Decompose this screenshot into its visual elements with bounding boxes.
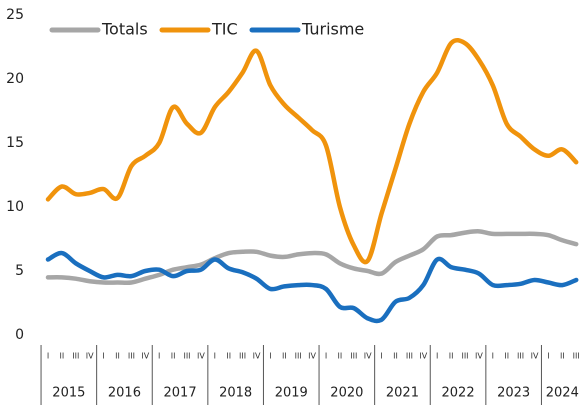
x-tick-label: III [461, 352, 468, 361]
series-line [45, 38, 579, 265]
x-tick-label: I [492, 352, 494, 361]
x-tick-label: II [226, 352, 231, 361]
x-tick-label: III [72, 352, 79, 361]
x-tick-label: II [115, 352, 120, 361]
y-tick-label: 15 [6, 135, 24, 151]
x-tick-label: IV [475, 352, 483, 361]
year-label: 2024 [546, 386, 579, 401]
x-tick-label: I [547, 352, 549, 361]
legend-label: Totals [101, 20, 148, 39]
year-label: 2018 [219, 386, 252, 401]
legend-label: TIC [211, 20, 238, 39]
x-tick-label: III [128, 352, 135, 361]
x-tick-label: III [573, 352, 580, 361]
year-label: 2016 [108, 386, 141, 401]
x-tick-label: III [295, 352, 302, 361]
year-label: 2017 [164, 386, 197, 401]
x-tick-label: III [239, 352, 246, 361]
x-tick-label: II [282, 352, 287, 361]
legend-label: Turisme [301, 20, 364, 39]
y-tick-label: 20 [6, 71, 24, 87]
x-tick-label: II [338, 352, 343, 361]
x-tick-label: II [60, 352, 65, 361]
x-tick-label: IV [364, 352, 372, 361]
x-tick-label: I [436, 352, 438, 361]
x-tick-label: I [325, 352, 327, 361]
year-label: 2022 [442, 386, 475, 401]
series-line [45, 250, 579, 324]
x-tick-label: IV [419, 352, 427, 361]
year-label: 2021 [386, 386, 419, 401]
x-tick-label: I [380, 352, 382, 361]
year-label: 2020 [330, 386, 363, 401]
x-tick-label: I [47, 352, 49, 361]
x-tick-label: IV [197, 352, 205, 361]
series-line [45, 229, 579, 286]
year-label: 2015 [52, 386, 85, 401]
x-tick-label: IV [531, 352, 539, 361]
y-tick-label: 10 [6, 199, 24, 215]
x-tick-label: III [183, 352, 190, 361]
x-tick-label: III [350, 352, 357, 361]
x-tick-label: II [449, 352, 454, 361]
y-tick-label: 0 [15, 327, 24, 343]
x-tick-label: II [504, 352, 509, 361]
x-tick-label: III [517, 352, 524, 361]
x-tick-label: I [102, 352, 104, 361]
x-tick-label: I [269, 352, 271, 361]
x-tick-label: IV [86, 352, 94, 361]
y-tick-label: 25 [6, 7, 24, 23]
x-tick-label: II [393, 352, 398, 361]
x-tick-label: II [560, 352, 565, 361]
year-label: 2019 [275, 386, 308, 401]
x-tick-label: III [406, 352, 413, 361]
x-tick-label: IV [308, 352, 316, 361]
y-tick-label: 5 [15, 263, 24, 279]
x-tick-label: IV [253, 352, 261, 361]
year-label: 2023 [497, 386, 530, 401]
x-tick-label: II [171, 352, 176, 361]
x-tick-label: I [214, 352, 216, 361]
x-tick-label: I [158, 352, 160, 361]
x-tick-label: IV [141, 352, 149, 361]
